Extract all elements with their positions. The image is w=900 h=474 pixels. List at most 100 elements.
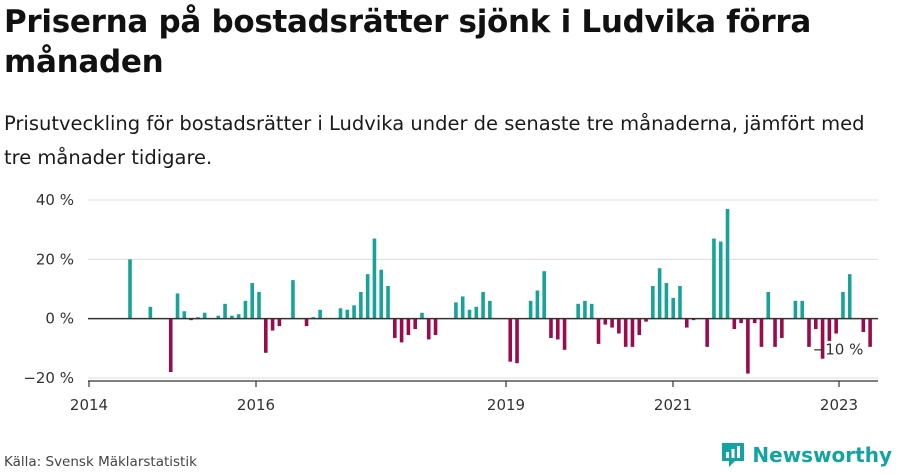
y-tick-label: 40 % bbox=[36, 191, 74, 209]
bar bbox=[433, 318, 438, 335]
chart-title: Priserna på bostadsrätter sjönk i Ludvik… bbox=[4, 4, 811, 80]
bar bbox=[426, 318, 431, 340]
bar bbox=[617, 318, 621, 334]
bar bbox=[793, 300, 798, 319]
bar bbox=[657, 268, 662, 319]
bar bbox=[712, 238, 716, 319]
bar bbox=[739, 318, 743, 324]
bar bbox=[664, 283, 669, 319]
bar bbox=[488, 300, 492, 319]
bar bbox=[542, 271, 546, 319]
bar bbox=[752, 318, 757, 324]
bar bbox=[460, 296, 465, 319]
bar bbox=[182, 311, 187, 319]
bar bbox=[535, 290, 540, 319]
bar bbox=[644, 318, 648, 322]
bar bbox=[637, 318, 642, 335]
bar bbox=[780, 318, 784, 338]
bar bbox=[393, 318, 397, 338]
bar bbox=[630, 318, 635, 347]
bar bbox=[481, 291, 485, 319]
bar bbox=[576, 303, 580, 319]
bar bbox=[678, 286, 682, 319]
bar bbox=[813, 318, 818, 330]
bar bbox=[338, 308, 343, 319]
chart-subtitle: Prisutveckling för bostadsrätter i Ludvi… bbox=[4, 112, 865, 169]
y-tick-label: −20 % bbox=[23, 369, 74, 387]
bar bbox=[759, 318, 764, 347]
bar bbox=[168, 318, 173, 373]
bar bbox=[467, 309, 472, 319]
bar bbox=[474, 306, 479, 319]
bar bbox=[291, 280, 295, 319]
bar bbox=[236, 314, 241, 319]
bar bbox=[250, 283, 255, 319]
bar bbox=[379, 269, 384, 319]
bar bbox=[230, 315, 234, 319]
bar bbox=[264, 318, 268, 353]
bar bbox=[725, 208, 730, 319]
bar bbox=[868, 318, 872, 347]
bar bbox=[807, 318, 811, 347]
bar bbox=[589, 303, 594, 319]
bar bbox=[834, 318, 838, 334]
bar bbox=[399, 318, 404, 343]
bar bbox=[508, 318, 513, 362]
bar bbox=[562, 318, 567, 350]
bar bbox=[847, 274, 852, 319]
bar bbox=[148, 306, 153, 319]
bar bbox=[128, 259, 132, 319]
source-note: Källa: Svensk Mäklarstatistik bbox=[4, 454, 197, 470]
brand-logo: Newsworthy bbox=[720, 441, 892, 469]
bar bbox=[202, 312, 207, 319]
last-value-annotation: −10 % bbox=[813, 340, 864, 358]
bar bbox=[684, 318, 689, 328]
bar bbox=[671, 297, 675, 319]
bar bbox=[257, 291, 261, 319]
bar bbox=[243, 300, 248, 319]
bar bbox=[861, 318, 866, 333]
bar bbox=[610, 318, 614, 328]
bar bbox=[800, 300, 805, 319]
bar bbox=[603, 318, 608, 325]
bar bbox=[270, 318, 275, 331]
bar bbox=[406, 318, 411, 335]
bar bbox=[277, 318, 282, 327]
bar bbox=[549, 318, 553, 338]
bar bbox=[841, 291, 845, 319]
bar bbox=[175, 293, 180, 319]
bar bbox=[623, 318, 628, 347]
bar bbox=[746, 318, 750, 374]
x-tick-label: 2019 bbox=[487, 396, 525, 414]
bar bbox=[365, 274, 370, 319]
bar bbox=[732, 318, 737, 330]
bar bbox=[555, 318, 560, 340]
x-tick-label: 2021 bbox=[654, 396, 692, 414]
y-tick-label: 20 % bbox=[36, 250, 74, 268]
y-tick-label: 0 % bbox=[45, 310, 74, 328]
bar bbox=[345, 309, 350, 319]
bar bbox=[766, 291, 771, 319]
bar bbox=[718, 241, 723, 319]
bar bbox=[352, 305, 356, 319]
newsworthy-logo-icon bbox=[722, 443, 745, 467]
bar bbox=[596, 318, 601, 344]
bar bbox=[372, 238, 377, 319]
bar bbox=[454, 302, 458, 319]
bar bbox=[827, 318, 832, 341]
x-tick-label: 2014 bbox=[70, 396, 108, 414]
x-tick-label: 2023 bbox=[820, 396, 858, 414]
bar bbox=[515, 318, 519, 364]
bar bbox=[651, 286, 655, 319]
bar bbox=[820, 318, 825, 359]
bar bbox=[304, 318, 309, 327]
bar bbox=[420, 312, 424, 319]
x-tick-label: 2016 bbox=[237, 396, 275, 414]
bar bbox=[528, 300, 533, 319]
bar-chart: 40 % 20 % 0 % −20 % 2014 2016 2019 2021 2023 −10 … bbox=[23, 191, 878, 414]
bar bbox=[413, 318, 417, 330]
bar bbox=[318, 309, 322, 319]
bar bbox=[216, 315, 221, 319]
bar bbox=[583, 300, 587, 319]
bar bbox=[773, 318, 777, 347]
